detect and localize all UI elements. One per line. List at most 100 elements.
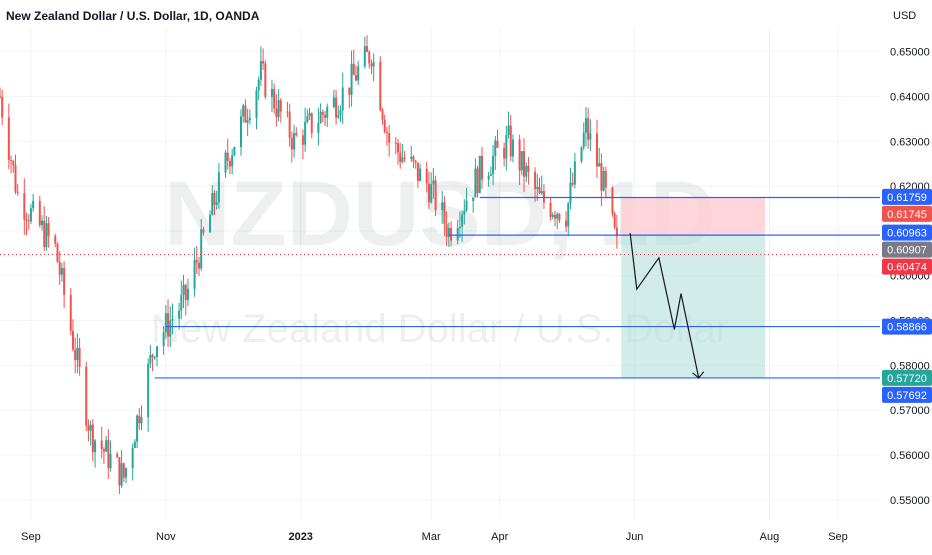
candle-body: [293, 133, 296, 150]
candle-body: [350, 63, 353, 95]
candle-body: [91, 424, 94, 453]
candle-body: [151, 354, 154, 358]
candle-body: [341, 87, 344, 111]
candle-body: [478, 155, 481, 194]
candle-body: [542, 191, 545, 203]
candle-body: [242, 105, 245, 117]
price-tick-label: 0.65000: [890, 47, 930, 59]
candle-body: [492, 156, 495, 175]
candle-body: [363, 46, 366, 67]
price-tick-label: 0.64000: [890, 91, 930, 103]
candle-body: [85, 366, 88, 426]
candle-body: [273, 88, 276, 109]
candle-body: [155, 346, 158, 357]
candle-body: [0, 96, 1, 98]
candles: [0, 35, 618, 494]
candle-body: [87, 425, 90, 431]
candle-body: [445, 223, 448, 238]
candle-body: [458, 226, 461, 229]
candle-body: [186, 288, 189, 301]
candle-body: [549, 202, 552, 217]
candle-body: [580, 147, 583, 162]
candle-body: [396, 142, 399, 153]
candle-body: [425, 168, 428, 184]
price-badge-label: 0.57720: [887, 373, 927, 385]
price-tick-label: 0.56000: [890, 450, 930, 462]
candle-body: [558, 213, 561, 221]
candle-body: [10, 159, 13, 162]
position-zones[interactable]: [621, 197, 766, 378]
candle-body: [511, 139, 514, 157]
candle-body: [598, 163, 601, 167]
candle-body: [509, 125, 512, 157]
candle-body: [600, 163, 603, 191]
candle-body: [379, 61, 382, 111]
candle-body: [567, 203, 570, 227]
candle-body: [388, 133, 391, 143]
candle-body: [611, 187, 614, 214]
candle-body: [120, 463, 123, 486]
candle-body: [472, 197, 475, 202]
stop-loss-zone: [621, 197, 766, 236]
candle-body: [47, 223, 50, 236]
price-badge: [882, 188, 932, 205]
candle-body: [569, 182, 572, 204]
candle-body: [102, 449, 105, 452]
candle-body: [211, 193, 214, 216]
candle-body: [324, 114, 327, 118]
candle-body: [496, 140, 499, 148]
candle-body: [450, 227, 453, 241]
candle-body: [209, 215, 212, 233]
price-badge: [882, 386, 932, 403]
candle-body: [74, 349, 77, 360]
candle-body: [255, 90, 258, 118]
candle-body: [589, 133, 592, 140]
time-axis[interactable]: Sep Nov 2023 Mar Apr Jun Aug Sep: [21, 531, 848, 543]
candle-body: [182, 284, 185, 295]
price-badge-label: 0.60907: [887, 245, 927, 257]
candle-body: [615, 227, 618, 237]
chart-title: New Zealand Dollar / U.S. Dollar, 1D, OA…: [6, 9, 260, 23]
price-badge: [882, 369, 932, 386]
candle-body: [228, 160, 231, 167]
candle-body: [319, 111, 322, 123]
candle-body: [602, 170, 605, 191]
candle-body: [416, 162, 419, 181]
candle-body: [348, 87, 351, 95]
candle-body: [401, 157, 404, 162]
candle-body: [571, 182, 574, 185]
candle-body: [536, 186, 539, 190]
horizontal-levels[interactable]: [0, 196, 880, 379]
price-tick-label: 0.63000: [890, 136, 930, 148]
candle-body: [107, 440, 110, 469]
candle-body: [357, 66, 360, 81]
candle-body: [556, 213, 559, 219]
candle-body: [7, 117, 10, 160]
time-tick-label: Aug: [760, 531, 780, 543]
candle-body: [304, 122, 307, 145]
candle-body: [1, 96, 4, 118]
candle-body: [226, 152, 229, 161]
candle-body: [518, 139, 521, 171]
candle-body: [164, 313, 167, 333]
candle-body: [217, 172, 220, 203]
candle-body: [29, 208, 32, 222]
candle-body: [368, 51, 371, 64]
price-axis[interactable]: 0.550000.560000.570000.580000.590000.600…: [890, 47, 930, 507]
candle-body: [224, 152, 227, 173]
candle-body: [200, 229, 203, 269]
candle-body: [131, 448, 134, 469]
candle-body: [306, 116, 309, 123]
candle-body: [16, 191, 19, 194]
candle-body: [308, 113, 311, 117]
time-tick-label: 2023: [288, 531, 312, 543]
candle-body: [337, 115, 340, 118]
candle-body: [38, 200, 41, 226]
candle-body: [412, 156, 415, 162]
price-badge: [882, 318, 932, 335]
candle-body: [12, 161, 15, 166]
projection-path[interactable]: [629, 233, 705, 379]
candle-body: [354, 74, 357, 81]
